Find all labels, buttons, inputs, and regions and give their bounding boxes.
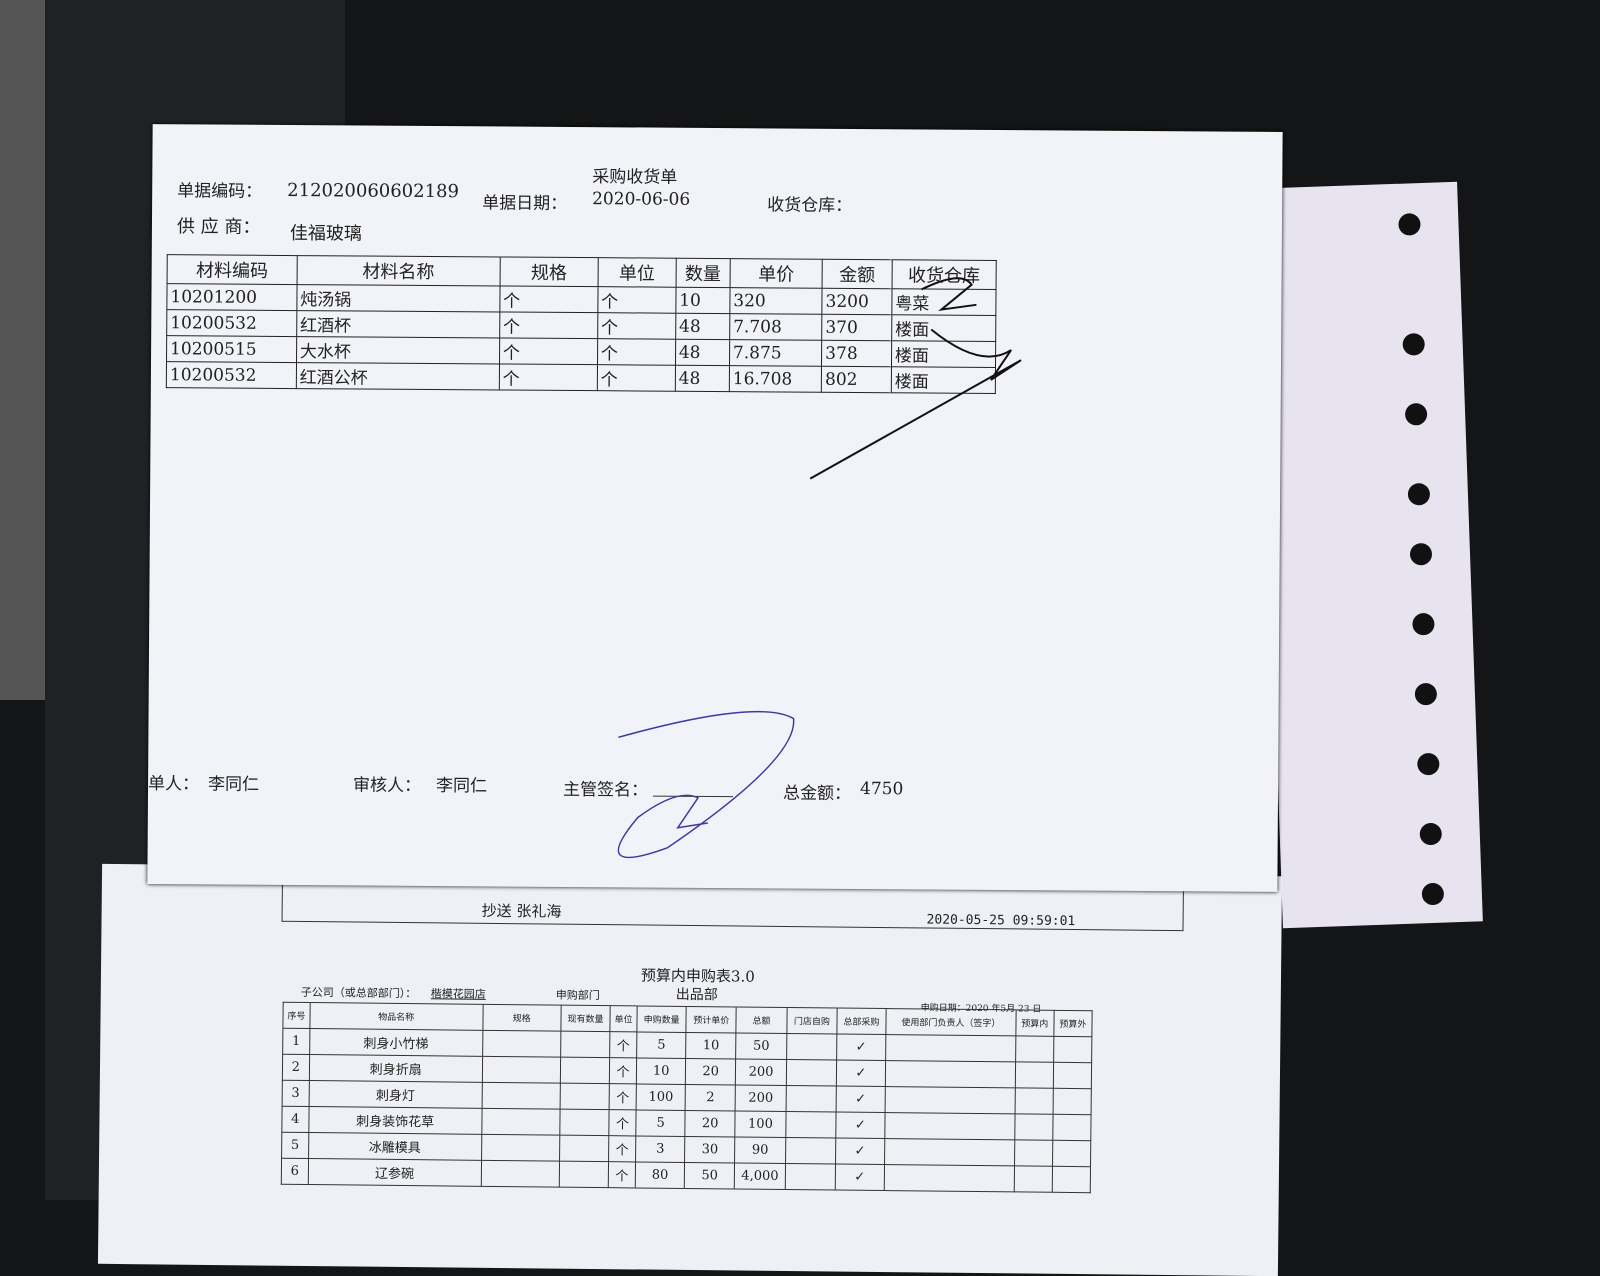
supplier-label: 供 应 商：	[176, 216, 261, 238]
reviewer: 李同仁	[435, 776, 488, 797]
maker: 李同仁	[207, 774, 260, 795]
signature-scribble	[809, 277, 1022, 480]
purchase-request-sheet: 抄送 张礼海 2020-05-25 09:59:01 预算内申购表3.0 子公司…	[97, 863, 1283, 1276]
total-amount: 4750	[859, 779, 904, 800]
doc-date: 2020-06-06	[592, 189, 691, 210]
dept-label: 申购部门	[555, 988, 600, 1003]
doc-no: 212020060602189	[287, 180, 460, 203]
dept: 出品部	[675, 986, 718, 1004]
timestamp: 2020-05-25 09:59:01	[926, 912, 1076, 930]
warehouse-label: 收货仓库：	[767, 195, 853, 216]
receipt-title: 采购收货单	[592, 167, 678, 188]
reviewer-label: 审核人：	[352, 775, 422, 796]
company: 楷模花园店	[430, 987, 486, 1001]
request-table: 序号 物品名称 规格 现有数量 单位 申购数量 预计单价 总额 门店自购 总部采购 使用部门负责人（…	[281, 1002, 1093, 1193]
doc-date-label: 单据日期：	[482, 193, 568, 214]
company-label: 子公司（或总部部门）：	[300, 985, 417, 1001]
dot-matrix-printout	[1257, 181, 1483, 929]
receipt-sheet: 采购收货单 单据编码： 212020060602189 单据日期： 2020-0…	[147, 124, 1283, 892]
doc-no-label: 单据编码：	[177, 181, 263, 202]
total-label: 总金额：	[782, 783, 852, 804]
background-edge	[0, 0, 45, 700]
supervisor-signature	[617, 710, 795, 859]
supplier: 佳福玻璃	[289, 223, 362, 245]
cc-text: 抄送 张礼海	[481, 901, 562, 921]
maker-label: 单人：	[147, 774, 200, 795]
